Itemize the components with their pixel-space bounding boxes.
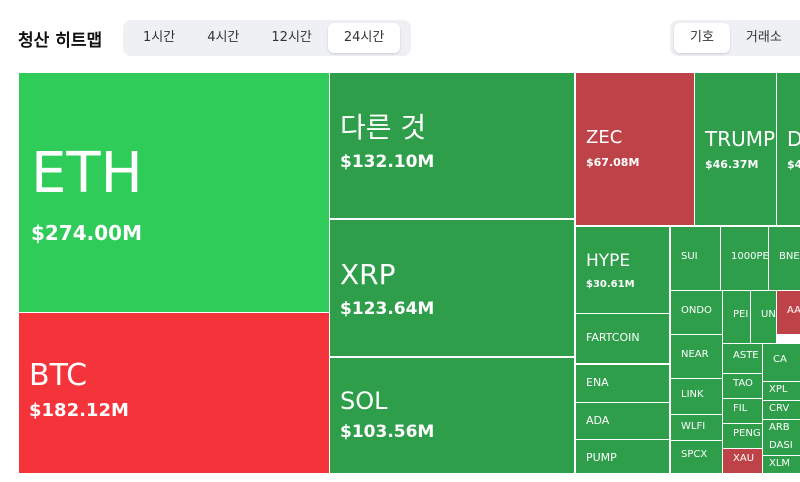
tile[interactable]: ONDO (671, 291, 722, 334)
tile-label: NEAR (681, 349, 709, 360)
tile-label: XAU (733, 453, 755, 464)
tile-value: $274.00M (31, 220, 142, 245)
tile-label: ASTE (733, 350, 759, 361)
tile[interactable]: ARB (763, 420, 800, 438)
tile-label: TRUMP (705, 127, 776, 151)
tile-label: ENA (586, 376, 609, 389)
tile-label: CA (773, 354, 787, 365)
tile[interactable]: DASI (763, 438, 800, 455)
tile-label: SPCX (681, 449, 708, 460)
tile[interactable]: SOL $103.56M (330, 358, 574, 473)
group-tabs: 기호 거래소 (670, 20, 800, 56)
tile-label: D (787, 127, 800, 151)
tile-label: ARB (769, 422, 790, 433)
tile-label: ETH (31, 141, 143, 206)
group-tab[interactable]: 기호 (674, 23, 730, 53)
tile[interactable]: 다른 것 $132.10M (330, 73, 574, 218)
tile[interactable]: ASTE (723, 344, 762, 373)
tile-label: WLFI (681, 421, 706, 432)
tile-label: LINK (681, 389, 704, 400)
tile-value: $4 (787, 158, 800, 171)
tile-label: PEI (733, 309, 749, 320)
tile[interactable]: BTC $182.12M (19, 313, 329, 473)
tile[interactable]: TAO (723, 374, 762, 398)
tile-label: PENG (733, 428, 761, 439)
tile[interactable]: PENG (723, 424, 762, 448)
tile[interactable]: ETH $274.00M (19, 73, 329, 312)
time-tab[interactable]: 12시간 (271, 30, 312, 45)
tile[interactable]: FARTCOIN (576, 314, 669, 363)
tile-label: ONDO (681, 305, 712, 316)
tile[interactable]: SUI (671, 227, 720, 290)
tile[interactable]: SPCX (671, 441, 722, 473)
tile-label: FIL (733, 403, 748, 414)
tile-label: SUI (681, 251, 698, 262)
tile-value: $123.64M (340, 298, 435, 319)
tile[interactable]: FIL (723, 399, 762, 423)
tile-value: $103.56M (340, 422, 435, 443)
tile[interactable]: TRUMP $46.37M (695, 73, 776, 225)
tile-label: XRP (340, 258, 396, 291)
time-tab[interactable]: 24시간 (327, 23, 401, 53)
tile-value: $67.08M (586, 155, 640, 169)
tile[interactable]: ADA (576, 403, 669, 439)
tile[interactable]: PUMP (576, 440, 669, 473)
tile-value: $46.37M (705, 158, 759, 171)
tile-label: BTC (29, 358, 88, 393)
tile-label: XLM (769, 458, 791, 469)
tile-label: DASI (769, 440, 793, 451)
tile[interactable]: XAU (723, 449, 762, 473)
tile[interactable]: 1000PE (721, 227, 768, 290)
tile-label: UN (761, 309, 776, 320)
tile[interactable]: UN (751, 291, 776, 343)
tile-value: $30.61M (586, 278, 635, 290)
page-title: 청산 히트맵 (18, 31, 103, 51)
tile[interactable]: NEAR (671, 335, 722, 378)
tile[interactable]: AA (777, 291, 800, 334)
tile-label: 다른 것 (340, 111, 427, 144)
treemap: ETH $274.00M BTC $182.12M 다른 것 $132.10M XRP $12… (18, 72, 800, 474)
tile[interactable]: XRP $123.64M (330, 220, 574, 356)
tile[interactable]: ZEC $67.08M (576, 73, 694, 225)
time-tab[interactable]: 1시간 (143, 30, 176, 45)
tile-label: FARTCOIN (586, 331, 640, 344)
group-tab[interactable]: 거래소 (745, 30, 782, 45)
tile[interactable]: XLM (763, 456, 800, 473)
tile-value: $132.10M (340, 151, 435, 172)
tile-label: CRV (769, 403, 790, 414)
tile-label: XPL (769, 384, 788, 395)
tile-label: SOL (340, 387, 388, 415)
tile-label: HYPE (586, 251, 631, 271)
time-tabs: 1시간 4시간 12시간 24시간 (123, 20, 411, 56)
tile[interactable]: PEI (723, 291, 750, 343)
tile-label: ZEC (586, 127, 623, 148)
tile[interactable]: ENA (576, 365, 669, 402)
tile-label: PUMP (586, 451, 617, 464)
tile-value: $182.12M (29, 400, 129, 421)
tile[interactable]: HYPE $30.61M (576, 227, 669, 313)
tile[interactable]: XPL (763, 382, 800, 400)
tile[interactable]: BNE (769, 227, 800, 290)
tile-label: TAO (733, 378, 753, 389)
tile[interactable]: CA (763, 344, 800, 381)
tile-label: AA (787, 305, 800, 316)
tile-label: ADA (586, 414, 610, 427)
tile[interactable]: D $4 (777, 73, 800, 225)
tile[interactable]: CRV (763, 401, 800, 419)
tile[interactable]: WLFI (671, 415, 722, 440)
tile-label: BNE (779, 251, 800, 262)
time-tab[interactable]: 4시간 (207, 30, 240, 45)
tile-label: 1000PE (731, 251, 768, 262)
tile[interactable]: LINK (671, 379, 722, 414)
